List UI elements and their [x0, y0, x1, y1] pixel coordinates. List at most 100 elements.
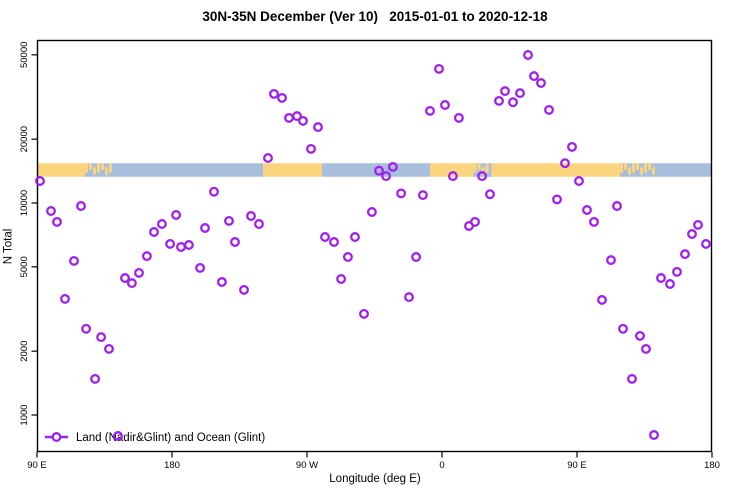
map-strip-speckle	[93, 167, 96, 175]
data-point	[171, 210, 182, 220]
map-strip-speckle	[97, 163, 100, 173]
data-point	[336, 274, 347, 284]
data-point	[447, 171, 458, 182]
data-point	[627, 373, 637, 384]
data-point	[680, 249, 690, 260]
data-point	[216, 277, 227, 287]
data-point	[453, 112, 464, 123]
map-strip-segment	[491, 163, 621, 177]
x-tick-label: 180	[704, 460, 720, 471]
map-strip	[37, 163, 712, 177]
legend-label: Land (Nadir&Glint) and Ocean (Glint)	[76, 432, 265, 444]
data-point	[96, 332, 107, 343]
data-point	[589, 216, 599, 227]
data-point	[477, 171, 488, 182]
data-point	[485, 189, 495, 200]
map-strip-segment	[37, 163, 85, 177]
data-point	[195, 262, 206, 273]
data-point	[284, 112, 294, 123]
data-point	[687, 229, 697, 239]
x-tick-label: 90 W	[296, 460, 318, 471]
data-point	[387, 161, 398, 172]
map-strip-speckle	[105, 167, 108, 175]
data-point	[292, 111, 302, 122]
y-tick-label: 10000	[19, 190, 30, 216]
data-point	[149, 227, 159, 237]
data-point	[381, 171, 392, 182]
map-strip-speckle	[640, 167, 644, 175]
data-point	[635, 330, 645, 341]
data-point	[606, 255, 616, 266]
data-point	[113, 431, 123, 441]
data-point	[417, 190, 428, 201]
data-point	[90, 373, 101, 384]
data-point	[597, 294, 607, 305]
data-point	[544, 104, 554, 115]
map-strip-speckle	[624, 163, 628, 170]
x-axis-title: Longitude (deg E)	[329, 473, 421, 485]
data-point	[552, 194, 562, 205]
data-point	[35, 176, 45, 186]
data-point	[263, 153, 273, 163]
data-point	[239, 284, 249, 295]
data-point	[52, 216, 62, 227]
data-point	[672, 266, 682, 277]
legend: Land (Nadir&Glint) and Ocean (Glint)	[45, 432, 265, 444]
data-point	[582, 205, 592, 215]
data-point	[120, 273, 130, 283]
data-point	[515, 88, 525, 99]
data-point	[350, 232, 360, 242]
y-tick-label: 50000	[19, 42, 30, 68]
data-point	[329, 237, 339, 247]
y-tick-label: 20000	[19, 126, 30, 152]
map-strip-speckle	[648, 163, 652, 170]
data-point	[277, 92, 287, 103]
data-point	[60, 293, 70, 304]
axes: 90 E 180 90 W 0 90 E 180 1000 2000 5000 10000 2000…	[19, 39, 720, 471]
map-strip-speckle	[636, 163, 640, 170]
data-point	[701, 238, 711, 249]
map-strip-speckle	[652, 167, 656, 175]
data-point	[411, 252, 422, 262]
data-point	[246, 211, 256, 221]
data-points	[35, 50, 711, 441]
data-point	[46, 206, 56, 216]
data-point	[76, 201, 86, 211]
map-strip-speckle	[628, 167, 632, 175]
map-strip-speckle	[620, 163, 624, 173]
data-point	[298, 115, 308, 126]
data-point	[104, 343, 114, 354]
x-tick-label: 0	[439, 460, 444, 471]
x-tick-label: 90 E	[27, 460, 47, 471]
data-point	[81, 323, 92, 334]
legend-point-symbol	[51, 432, 62, 442]
data-point	[126, 278, 137, 289]
data-point	[649, 430, 659, 440]
data-point	[359, 308, 369, 319]
map-strip-speckle	[85, 163, 88, 173]
data-point	[200, 223, 210, 233]
map-strip-speckle	[109, 163, 112, 173]
map-strip-segment	[263, 163, 322, 177]
y-tick-label: 1000	[19, 404, 30, 425]
map-strip-speckle	[632, 163, 636, 173]
data-point	[656, 273, 666, 283]
data-point	[306, 143, 316, 154]
map-strip-speckle	[477, 163, 481, 170]
data-point	[69, 255, 79, 266]
plot-border	[36, 39, 713, 453]
map-strip-segment	[430, 163, 474, 177]
data-point	[269, 88, 279, 99]
data-point	[224, 215, 234, 226]
data-point	[342, 252, 353, 262]
data-point	[396, 188, 407, 199]
data-point	[366, 207, 377, 217]
data-point	[209, 186, 219, 197]
data-point	[425, 105, 435, 116]
data-point	[567, 141, 577, 152]
y-tick-label: 2000	[19, 341, 30, 362]
data-point	[529, 71, 539, 82]
map-strip-speckle	[644, 163, 648, 173]
data-point	[612, 201, 622, 211]
